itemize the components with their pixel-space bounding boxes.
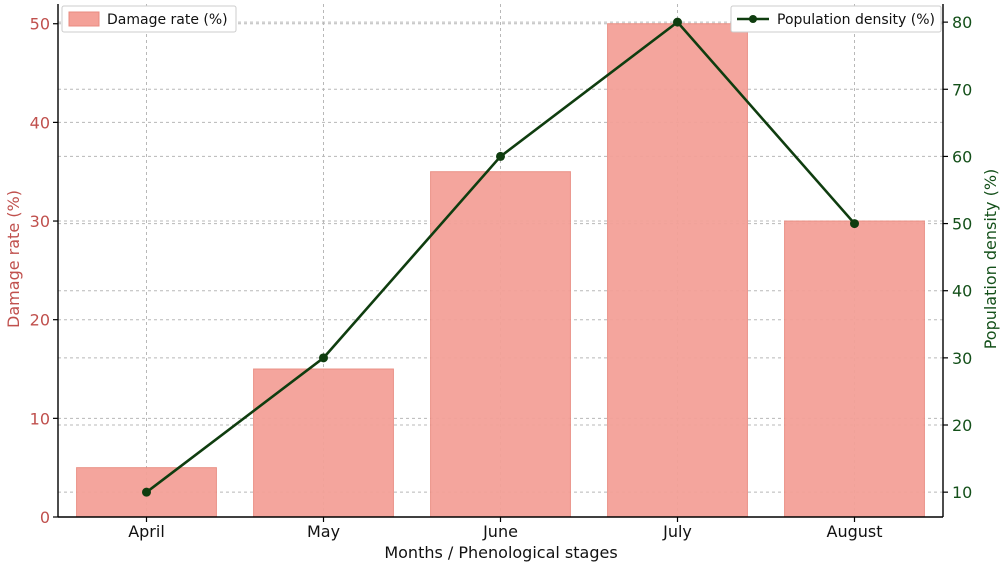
point-april: [142, 487, 151, 497]
bar-may: [253, 368, 394, 518]
point-june: [496, 151, 505, 161]
y-right-tick-label: 10: [952, 483, 972, 502]
x-tick-label: April: [128, 522, 165, 541]
legend-bar-label: Damage rate (%): [107, 12, 228, 28]
y-left-tick-label: 20: [30, 311, 50, 330]
y-right-tick-label: 80: [952, 13, 972, 32]
bar-series-damage-rate: [76, 23, 925, 518]
x-tick-label: August: [827, 522, 883, 541]
point-august: [850, 219, 859, 229]
bar-june: [430, 171, 571, 518]
x-tick-label: July: [662, 522, 692, 541]
legend-line-marker: [749, 15, 757, 23]
point-may: [319, 353, 328, 363]
y-axis-right-label: Population density (%): [981, 169, 1000, 350]
x-tick-label: May: [307, 522, 340, 541]
y-left-tick-label: 10: [30, 409, 50, 428]
bar-august: [784, 220, 925, 518]
bar-july: [607, 23, 748, 518]
x-axis-label: Months / Phenological stages: [384, 543, 617, 562]
y-axis-left-label: Damage rate (%): [4, 190, 23, 328]
y-right-tick-label: 30: [952, 349, 972, 368]
y-left-tick-label: 0: [40, 508, 50, 527]
y-right-tick-label: 20: [952, 416, 972, 435]
y-right-tick-label: 60: [952, 147, 972, 166]
point-july: [673, 17, 682, 27]
y-left-tick-label: 50: [30, 15, 50, 34]
line-series-population-density: [142, 17, 859, 497]
y-right-tick-label: 40: [952, 282, 972, 301]
legend-bar: Damage rate (%): [61, 5, 237, 33]
legend-bar-swatch: [68, 11, 100, 27]
legend-line-label: Population density (%): [777, 12, 935, 28]
x-tick-label: June: [482, 522, 518, 541]
y-left-tick-label: 40: [30, 113, 50, 132]
y-right-tick-label: 70: [952, 80, 972, 99]
legend-line: Population density (%): [730, 5, 942, 33]
y-left-tick-label: 30: [30, 212, 50, 231]
axes: 0 10 20 30 40 50 10 20 30 40 50 60 70 80 April May June J…: [30, 4, 972, 541]
y-right-tick-label: 50: [952, 215, 972, 234]
